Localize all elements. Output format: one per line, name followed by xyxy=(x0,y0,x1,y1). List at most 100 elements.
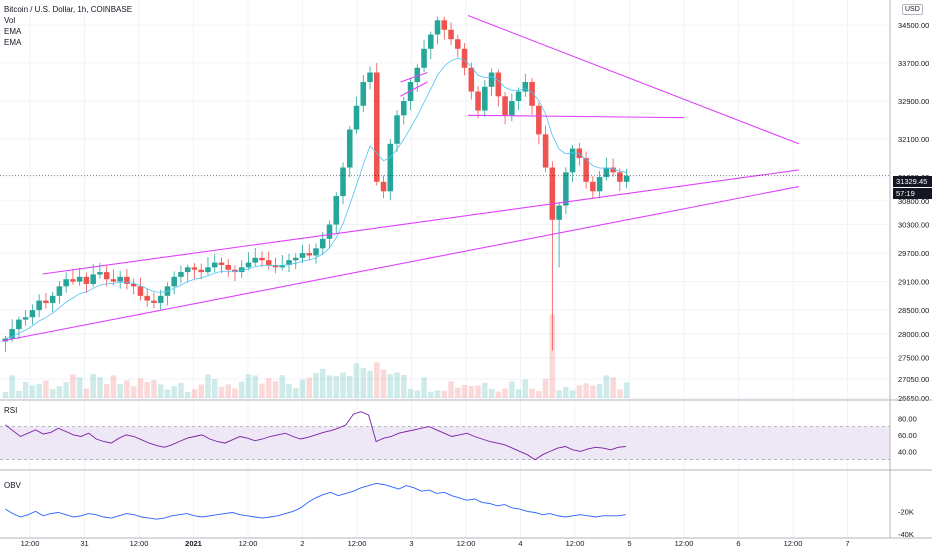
volume-bar xyxy=(286,383,292,398)
volume-bar xyxy=(63,382,69,398)
price-tick-label: 27050.00 xyxy=(898,375,929,384)
volume-bar xyxy=(556,390,562,398)
candle-body xyxy=(441,20,448,30)
price-tick-label: 30300.00 xyxy=(898,221,929,230)
currency-badge[interactable]: USD xyxy=(902,4,923,15)
price-tick-label: 28000.00 xyxy=(898,330,929,339)
obv-tick-label: -20K xyxy=(898,507,914,516)
volume-bar xyxy=(421,377,427,398)
volume-bar xyxy=(137,378,144,398)
candle-body xyxy=(428,34,434,49)
volume-bar xyxy=(313,372,319,398)
time-tick-label: 12:00 xyxy=(21,539,40,548)
candle-body xyxy=(292,257,299,261)
rsi-pane xyxy=(0,411,890,461)
candle-body xyxy=(178,272,184,277)
volume-bar xyxy=(103,384,110,398)
chart-title: Bitcoin / U.S. Dollar, 1h, COINBASE xyxy=(4,5,133,14)
candle-body xyxy=(603,167,610,178)
volume-bar xyxy=(346,375,353,398)
volume-bar xyxy=(22,381,29,398)
candle-body xyxy=(117,276,123,282)
candle-body xyxy=(299,253,306,258)
volume-bar xyxy=(448,381,454,398)
volume-bar xyxy=(596,384,603,398)
candle-body xyxy=(623,175,630,182)
ema-line xyxy=(5,57,627,339)
candle-body xyxy=(49,295,56,303)
volume-bar xyxy=(198,384,204,398)
candle-body xyxy=(346,129,353,168)
candle-body xyxy=(583,158,589,182)
candle-body xyxy=(218,262,225,265)
volume-bar xyxy=(576,385,583,398)
volume-bar xyxy=(70,374,76,398)
time-tick-label: 12:00 xyxy=(566,539,585,548)
price-tick-label: 27500.00 xyxy=(898,354,929,363)
descending-resistance-line xyxy=(467,14,800,145)
rsi-band xyxy=(0,426,890,460)
volume-bar xyxy=(29,385,36,398)
volume-bar xyxy=(380,369,387,398)
candle-body xyxy=(367,72,373,83)
candle-body xyxy=(97,272,103,275)
time-tick-label: 12:00 xyxy=(675,539,694,548)
candle-body xyxy=(110,279,117,282)
time-tick-label: 12:00 xyxy=(457,539,476,548)
time-tick-label: 31 xyxy=(80,539,88,548)
candle-body xyxy=(144,295,150,301)
candle-body xyxy=(542,134,549,168)
candle-body xyxy=(380,181,387,192)
candle-body xyxy=(238,267,245,273)
candle-body xyxy=(252,257,259,263)
obv-label: OBV xyxy=(4,481,21,490)
candle-body xyxy=(529,82,535,106)
obv-tick-label: -40K xyxy=(898,530,914,539)
volume-bar xyxy=(306,377,313,398)
volume-bar xyxy=(441,390,448,398)
price-tick-label: 26650.00 xyxy=(898,394,929,403)
price-tick-label: 29100.00 xyxy=(898,278,929,287)
volume-bar xyxy=(124,380,130,398)
indicator-label-vol: Vol xyxy=(4,16,16,25)
candle-body xyxy=(272,264,279,268)
volume-bar xyxy=(583,383,589,398)
volume-bar xyxy=(515,389,522,398)
volume-bar xyxy=(617,389,623,398)
obv-line xyxy=(5,482,626,520)
channel-lower-trendline xyxy=(1,186,799,342)
candle-body xyxy=(353,105,360,130)
candle-body xyxy=(401,101,407,116)
candle-body xyxy=(16,319,22,330)
candle-body xyxy=(103,272,110,280)
horizontal-resistance-line xyxy=(467,114,685,119)
volume-bar xyxy=(461,385,468,398)
candle-body xyxy=(333,196,340,225)
volume-bar xyxy=(2,392,9,398)
candle-body xyxy=(596,177,603,192)
volume-bar xyxy=(157,384,164,398)
volume-bar xyxy=(144,381,150,398)
volume-bar xyxy=(360,368,367,398)
volume-bar xyxy=(245,374,252,398)
volume-bar xyxy=(475,385,481,398)
candle-body xyxy=(225,264,231,270)
candle-body xyxy=(76,276,83,282)
volume-bar xyxy=(590,385,596,398)
candle-body xyxy=(563,172,569,206)
candle-body xyxy=(90,274,96,284)
price-tick-label: 30800.00 xyxy=(898,197,929,206)
candle-body xyxy=(549,167,556,220)
candle-body xyxy=(29,310,36,318)
volume-bar xyxy=(225,384,231,398)
volume-bar xyxy=(529,388,535,398)
volume-bar xyxy=(36,383,42,398)
candle-body xyxy=(36,300,42,311)
volume-bar xyxy=(292,388,299,398)
volume-bar xyxy=(238,381,245,398)
volume-bar xyxy=(414,390,421,398)
volume-bar xyxy=(502,388,508,398)
rsi-tick-label: 60.00 xyxy=(898,431,917,440)
volume-bar xyxy=(259,383,265,398)
volume-bar xyxy=(434,390,441,398)
